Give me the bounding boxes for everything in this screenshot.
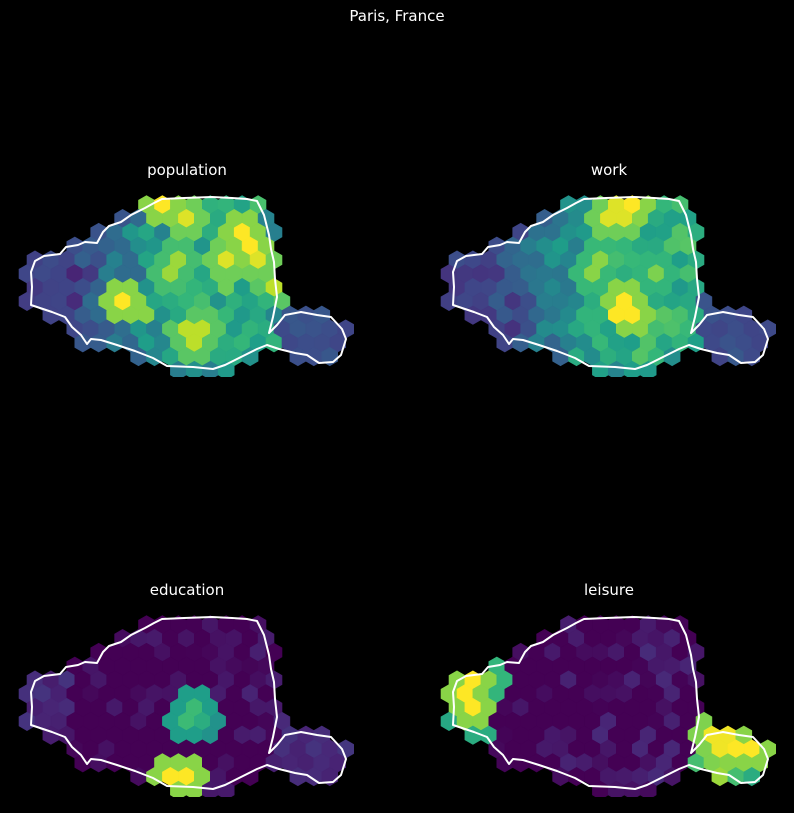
panel-title: work [590, 161, 628, 179]
city-boundary-outline [452, 616, 769, 790]
map-panel-leisure: leisure [439, 581, 779, 797]
hexbin-map-population [18, 195, 355, 377]
hexbin-map-leisure [440, 615, 777, 797]
hexbin-cell [663, 347, 681, 367]
map-panel-education: education [17, 581, 357, 797]
map-panel-population: population [17, 161, 357, 377]
hexbin-map-work [440, 195, 777, 377]
panel-title: leisure [584, 581, 634, 599]
panel-title: population [147, 161, 227, 179]
city-boundary-outline [30, 196, 347, 370]
figure-title: Paris, France [349, 7, 445, 25]
hexbin-cell [663, 767, 681, 787]
hexbin-cell [241, 347, 259, 367]
hexbin-map-education [18, 615, 355, 797]
panel-title: education [149, 581, 225, 599]
city-boundary-outline [30, 616, 347, 790]
city-boundary-outline [452, 196, 769, 370]
map-panel-work: work [439, 161, 779, 377]
hexbin-cell [241, 767, 259, 787]
